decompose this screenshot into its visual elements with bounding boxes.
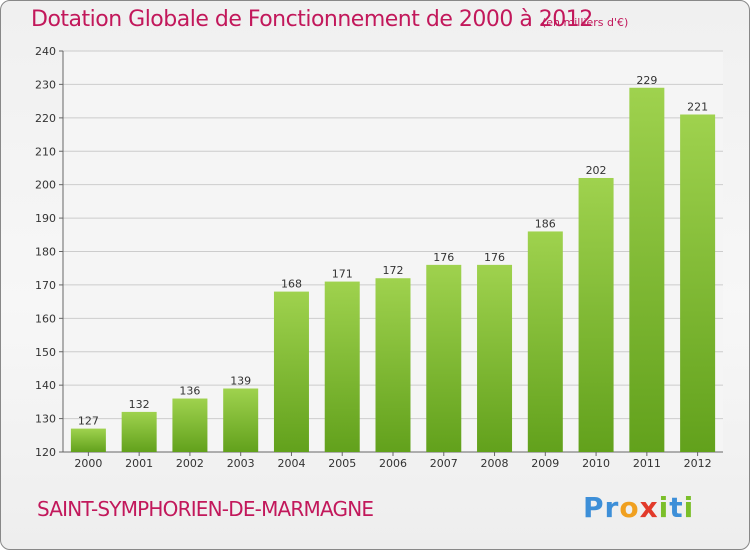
bar-value-label: 139 [230, 375, 251, 388]
bar [578, 177, 614, 452]
bar [680, 114, 716, 452]
bar [324, 281, 360, 452]
x-tick-label: 2010 [582, 457, 610, 470]
bar-value-label: 176 [484, 251, 505, 264]
x-tick-label: 2007 [430, 457, 458, 470]
bar [273, 291, 309, 452]
y-tick-label: 240 [35, 45, 56, 58]
y-tick-label: 210 [35, 145, 56, 158]
x-tick-label: 2009 [531, 457, 559, 470]
bar-value-label: 132 [129, 398, 150, 411]
bar-value-label: 176 [433, 251, 454, 264]
y-tick-label: 180 [35, 246, 56, 259]
x-tick-label: 2001 [125, 457, 153, 470]
chart-title: Dotation Globale de Fonctionnement de 20… [31, 7, 593, 32]
y-tick-label: 200 [35, 179, 56, 192]
bar [70, 428, 106, 452]
y-tick-label: 170 [35, 279, 56, 292]
bar-value-label: 202 [586, 164, 607, 177]
bar-value-label: 127 [78, 415, 99, 428]
y-tick-label: 160 [35, 312, 56, 325]
chart-unit: (en milliers d'€) [542, 16, 629, 29]
bar [527, 231, 563, 452]
bar-value-label: 136 [179, 385, 200, 398]
proxiti-logo: Proxiti [583, 491, 695, 524]
bar-value-label: 221 [687, 100, 708, 113]
bar [121, 411, 157, 452]
bar [477, 264, 513, 452]
commune-name: SAINT-SYMPHORIEN-DE-MARMAGNE [37, 497, 374, 521]
x-tick-label: 2003 [227, 457, 255, 470]
bar-value-label: 171 [332, 268, 353, 281]
bar [629, 87, 665, 452]
bar-value-label: 229 [636, 74, 657, 87]
bar [375, 278, 411, 452]
y-tick-label: 120 [35, 446, 56, 459]
x-tick-label: 2004 [277, 457, 305, 470]
x-tick-label: 2006 [379, 457, 407, 470]
y-tick-label: 230 [35, 78, 56, 91]
bar-value-label: 186 [535, 217, 556, 230]
x-tick-label: 2008 [481, 457, 509, 470]
bar [223, 388, 259, 452]
bar [172, 398, 208, 452]
x-tick-label: 2002 [176, 457, 204, 470]
x-tick-label: 2012 [684, 457, 712, 470]
y-tick-label: 140 [35, 379, 56, 392]
y-tick-label: 130 [35, 413, 56, 426]
y-tick-label: 190 [35, 212, 56, 225]
bar-value-label: 172 [383, 264, 404, 277]
x-tick-label: 2005 [328, 457, 356, 470]
bar [426, 264, 462, 452]
x-tick-label: 2011 [633, 457, 661, 470]
bar-value-label: 168 [281, 278, 302, 291]
y-tick-label: 150 [35, 346, 56, 359]
x-tick-label: 2000 [74, 457, 102, 470]
y-tick-label: 220 [35, 112, 56, 125]
